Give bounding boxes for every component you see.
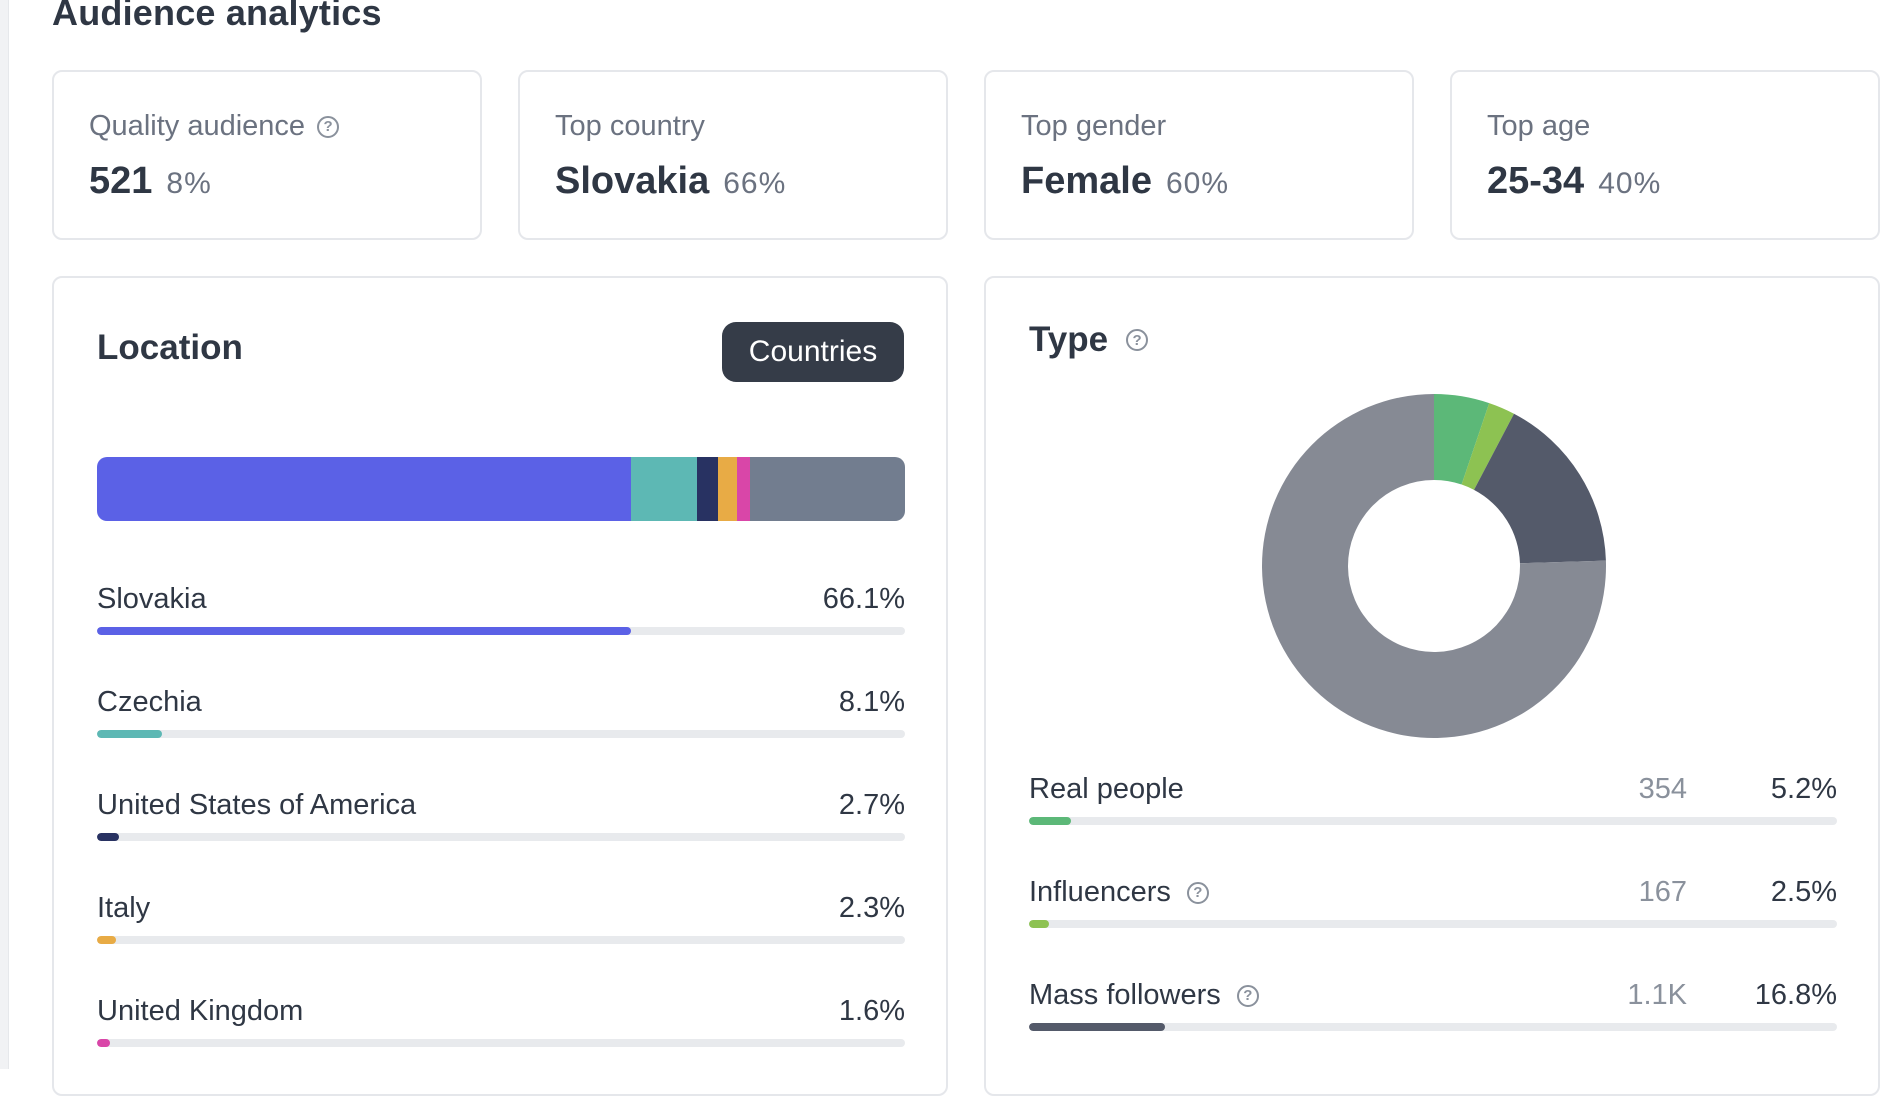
type-row-name-wrap: Mass followers? (1029, 979, 1259, 1012)
stat-label: Quality audience (89, 110, 306, 142)
type-row-count: 1.1K (1627, 979, 1687, 1011)
type-title: Type (1029, 320, 1109, 359)
type-row-name: Real people (1029, 773, 1184, 805)
stat-value: 25-34 (1487, 160, 1585, 202)
type-row-name: Mass followers (1029, 979, 1221, 1011)
location-row-percent: 2.7% (838, 789, 905, 821)
type-row-track (1029, 817, 1837, 825)
page-left-border (0, 0, 9, 1069)
donut-slice (1434, 394, 1490, 485)
stat-card-top-country: Top country Slovakia 66% (518, 70, 948, 240)
stat-label: Top age (1487, 110, 1591, 142)
stat-card-top-gender: Top gender Female 60% (984, 70, 1414, 240)
location-row: United Kingdom 1.6% (97, 995, 905, 1055)
help-circle-icon[interactable]: ? (317, 115, 340, 138)
stacked-bar-segment (631, 457, 697, 521)
stat-percent: 40% (1598, 167, 1662, 200)
type-row-name-wrap: Real people (1029, 773, 1184, 806)
page-title: Audience analytics (52, 0, 382, 33)
location-row-percent: 1.6% (838, 995, 905, 1027)
location-row-track (97, 1039, 905, 1047)
type-row-fill (1029, 920, 1050, 928)
type-row-name-wrap: Influencers? (1029, 876, 1209, 909)
location-row-track (97, 627, 905, 635)
type-row-mass-followers: Mass followers? 1.1K 16.8% (1029, 979, 1837, 1039)
stat-label-wrap: Top age (1487, 110, 1590, 143)
location-stacked-bar (97, 457, 905, 521)
stat-percent: 66% (723, 167, 787, 200)
type-row-percent: 5.2% (1770, 773, 1837, 805)
location-row-fill (97, 1039, 110, 1047)
type-row-count: 167 (1638, 876, 1687, 908)
type-row-real-people: Real people 354 5.2% (1029, 773, 1837, 833)
type-row-track (1029, 1023, 1837, 1031)
help-circle-icon[interactable]: ? (1126, 329, 1149, 351)
stacked-bar-segment (749, 457, 905, 521)
type-row-track (1029, 920, 1837, 928)
stat-label: Top gender (1021, 110, 1167, 142)
location-row-name: Slovakia (97, 583, 207, 615)
stat-value-wrap: 521 8% (89, 160, 212, 203)
location-row-fill (97, 936, 116, 944)
type-row-fill (1029, 817, 1072, 825)
donut-slice (1461, 403, 1515, 490)
stat-value: Female (1021, 160, 1152, 202)
location-row-track (97, 730, 905, 738)
location-row-track (97, 936, 905, 944)
location-title: Location (97, 328, 243, 367)
stacked-bar-segment (736, 457, 750, 521)
location-row-track (97, 833, 905, 841)
help-circle-icon[interactable]: ? (1236, 984, 1259, 1007)
stacked-bar-segment (696, 457, 719, 521)
location-row-name: United States of America (97, 789, 417, 821)
stat-value-wrap: Female 60% (1021, 160, 1229, 203)
location-row: Slovakia 66.1% (97, 583, 905, 643)
stat-value-wrap: 25-34 40% (1487, 160, 1661, 203)
help-circle-icon[interactable]: ? (1186, 881, 1209, 904)
donut-slice (1474, 413, 1606, 564)
stat-value: 521 (89, 160, 153, 202)
stat-percent: 60% (1165, 167, 1230, 200)
stat-value: Slovakia (555, 160, 710, 202)
stat-label-wrap: Top gender (1021, 110, 1166, 143)
type-row-percent: 16.8% (1754, 979, 1837, 1011)
stat-label-wrap: Top country (555, 110, 705, 143)
stat-label-wrap: Quality audience ? (89, 110, 340, 143)
location-row: Czechia 8.1% (97, 686, 905, 746)
type-row-count: 354 (1638, 773, 1687, 805)
stat-percent: 8% (166, 167, 212, 200)
type-title-wrap: Type ? (1029, 320, 1149, 360)
type-panel: Type ? Real people 354 5.2% Influencers?… (984, 276, 1880, 1096)
location-row-fill (97, 627, 632, 635)
stat-label: Top country (555, 110, 705, 142)
location-row-percent: 2.3% (838, 892, 905, 924)
stat-value-wrap: Slovakia 66% (555, 160, 786, 203)
location-row: Italy 2.3% (97, 892, 905, 952)
location-row-percent: 66.1% (822, 583, 905, 615)
location-panel: Location Countries Slovakia 66.1% Czechi… (52, 276, 948, 1096)
location-row-name: Italy (97, 892, 151, 924)
location-row-name: United Kingdom (97, 995, 304, 1027)
stat-card-quality-audience: Quality audience ? 521 8% (52, 70, 482, 240)
stacked-bar-segment (718, 457, 737, 521)
donut-slice (1262, 394, 1606, 738)
type-donut-chart (1262, 394, 1606, 738)
location-row: United States of America 2.7% (97, 789, 905, 849)
location-row-fill (97, 833, 119, 841)
countries-button[interactable]: Countries (722, 322, 904, 382)
type-row-fill (1029, 1023, 1165, 1031)
stacked-bar-segment (97, 457, 632, 521)
type-row-influencers: Influencers? 167 2.5% (1029, 876, 1837, 936)
stat-card-top-age: Top age 25-34 40% (1450, 70, 1880, 240)
location-row-percent: 8.1% (838, 686, 905, 718)
location-row-name: Czechia (97, 686, 202, 718)
type-row-percent: 2.5% (1770, 876, 1837, 908)
type-row-name: Influencers (1029, 876, 1171, 908)
location-row-fill (97, 730, 163, 738)
